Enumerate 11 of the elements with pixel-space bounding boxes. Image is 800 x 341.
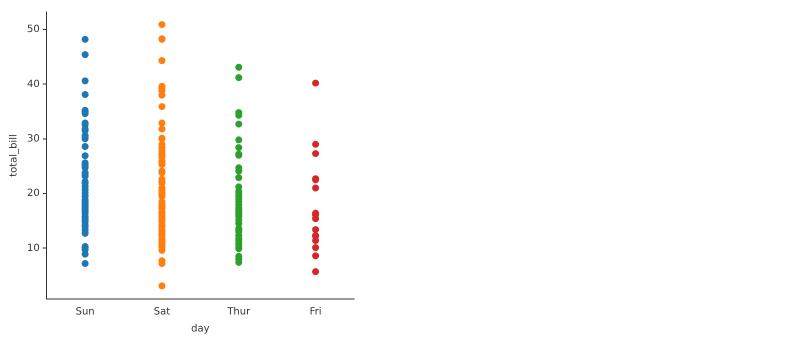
y-tick-label: 10 <box>26 242 40 254</box>
y-tick-label: 30 <box>26 133 40 144</box>
x-tick-label: Fri <box>310 306 322 318</box>
y-axis-title: total_bill <box>8 134 20 177</box>
y-tick-label: 20 <box>26 188 40 200</box>
x-axis-title: day <box>191 324 210 335</box>
x-tick-label: Sun <box>76 306 95 318</box>
x-tick-label: Thur <box>226 306 252 318</box>
x-tick-label: Sat <box>154 306 170 318</box>
y-tick-label: 50 <box>26 24 40 36</box>
y-tick-label: 40 <box>26 78 40 90</box>
